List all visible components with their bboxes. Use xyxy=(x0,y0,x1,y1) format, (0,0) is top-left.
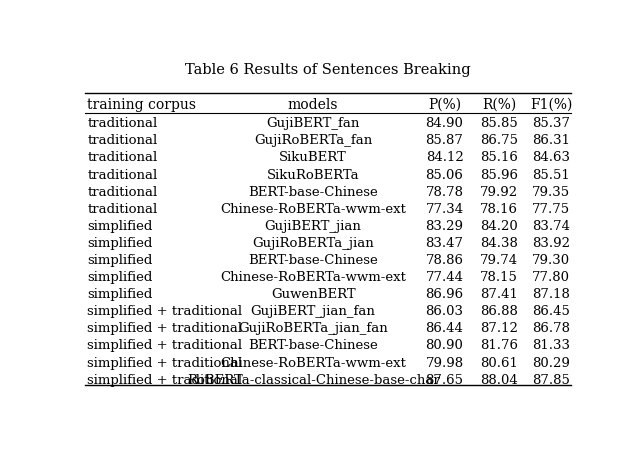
Text: 85.16: 85.16 xyxy=(480,151,518,164)
Text: 86.88: 86.88 xyxy=(480,305,518,318)
Text: 81.33: 81.33 xyxy=(532,339,570,352)
Text: simplified: simplified xyxy=(88,220,153,233)
Text: traditional: traditional xyxy=(88,151,157,164)
Text: 83.47: 83.47 xyxy=(426,237,463,250)
Text: 83.29: 83.29 xyxy=(426,220,463,233)
Text: simplified + traditional: simplified + traditional xyxy=(88,305,243,318)
Text: 85.37: 85.37 xyxy=(532,117,570,130)
Text: GujiBERT_jian_fan: GujiBERT_jian_fan xyxy=(251,305,376,318)
Text: 79.74: 79.74 xyxy=(480,254,518,267)
Text: 77.34: 77.34 xyxy=(426,202,463,216)
Text: 86.44: 86.44 xyxy=(426,323,463,335)
Text: SikuBERT: SikuBERT xyxy=(279,151,347,164)
Text: traditional: traditional xyxy=(88,186,157,198)
Text: 80.29: 80.29 xyxy=(532,357,570,370)
Text: 88.04: 88.04 xyxy=(480,374,518,386)
Text: 84.20: 84.20 xyxy=(480,220,518,233)
Text: Chinese-RoBERTa-wwm-ext: Chinese-RoBERTa-wwm-ext xyxy=(220,357,406,370)
Text: 79.98: 79.98 xyxy=(426,357,463,370)
Text: 85.87: 85.87 xyxy=(426,135,463,147)
Text: 83.74: 83.74 xyxy=(532,220,570,233)
Text: RoBERTa-classical-Chinese-base-char: RoBERTa-classical-Chinese-base-char xyxy=(187,374,440,386)
Text: 87.41: 87.41 xyxy=(480,288,518,301)
Text: 86.78: 86.78 xyxy=(532,323,570,335)
Text: 87.65: 87.65 xyxy=(426,374,463,386)
Text: GujiRoBERTa_jian_fan: GujiRoBERTa_jian_fan xyxy=(238,323,388,335)
Text: 78.78: 78.78 xyxy=(426,186,463,198)
Text: 86.96: 86.96 xyxy=(426,288,463,301)
Text: 86.45: 86.45 xyxy=(532,305,570,318)
Text: 87.18: 87.18 xyxy=(532,288,570,301)
Text: 83.92: 83.92 xyxy=(532,237,570,250)
Text: 84.38: 84.38 xyxy=(480,237,518,250)
Text: Chinese-RoBERTa-wwm-ext: Chinese-RoBERTa-wwm-ext xyxy=(220,271,406,284)
Text: 86.75: 86.75 xyxy=(480,135,518,147)
Text: traditional: traditional xyxy=(88,169,157,182)
Text: simplified + traditional: simplified + traditional xyxy=(88,323,243,335)
Text: GujiBERT_jian: GujiBERT_jian xyxy=(265,220,362,233)
Text: 78.15: 78.15 xyxy=(480,271,518,284)
Text: simplified: simplified xyxy=(88,254,153,267)
Text: 77.44: 77.44 xyxy=(426,271,463,284)
Text: traditional: traditional xyxy=(88,117,157,130)
Text: 80.61: 80.61 xyxy=(480,357,518,370)
Text: simplified: simplified xyxy=(88,237,153,250)
Text: BERT-base-Chinese: BERT-base-Chinese xyxy=(248,254,378,267)
Text: simplified: simplified xyxy=(88,288,153,301)
Text: 79.30: 79.30 xyxy=(532,254,570,267)
Text: 84.63: 84.63 xyxy=(532,151,570,164)
Text: 78.86: 78.86 xyxy=(426,254,463,267)
Text: 77.80: 77.80 xyxy=(532,271,570,284)
Text: 84.12: 84.12 xyxy=(426,151,463,164)
Text: GujiBERT_fan: GujiBERT_fan xyxy=(266,117,360,130)
Text: 85.85: 85.85 xyxy=(480,117,518,130)
Text: GuwenBERT: GuwenBERT xyxy=(271,288,355,301)
Text: simplified + traditional: simplified + traditional xyxy=(88,339,243,352)
Text: 87.85: 87.85 xyxy=(532,374,570,386)
Text: GujiRoBERTa_jian: GujiRoBERTa_jian xyxy=(252,237,374,250)
Text: 77.75: 77.75 xyxy=(532,202,570,216)
Text: 86.03: 86.03 xyxy=(426,305,463,318)
Text: SikuRoBERTa: SikuRoBERTa xyxy=(267,169,360,182)
Text: 79.92: 79.92 xyxy=(480,186,518,198)
Text: 85.96: 85.96 xyxy=(480,169,518,182)
Text: 86.31: 86.31 xyxy=(532,135,570,147)
Text: models: models xyxy=(288,98,339,112)
Text: 79.35: 79.35 xyxy=(532,186,570,198)
Text: 85.06: 85.06 xyxy=(426,169,463,182)
Text: BERT-base-Chinese: BERT-base-Chinese xyxy=(248,186,378,198)
Text: simplified: simplified xyxy=(88,271,153,284)
Text: 85.51: 85.51 xyxy=(532,169,570,182)
Text: F1(%): F1(%) xyxy=(530,98,572,112)
Text: simplified + traditional: simplified + traditional xyxy=(88,374,243,386)
Text: Table 6 Results of Sentences Breaking: Table 6 Results of Sentences Breaking xyxy=(185,63,471,77)
Text: GujiRoBERTa_fan: GujiRoBERTa_fan xyxy=(254,135,372,147)
Text: traditional: traditional xyxy=(88,135,157,147)
Text: 80.90: 80.90 xyxy=(426,339,463,352)
Text: BERT-base-Chinese: BERT-base-Chinese xyxy=(248,339,378,352)
Text: 87.12: 87.12 xyxy=(480,323,518,335)
Text: 84.90: 84.90 xyxy=(426,117,463,130)
Text: 78.16: 78.16 xyxy=(480,202,518,216)
Text: R(%): R(%) xyxy=(482,98,516,112)
Text: traditional: traditional xyxy=(88,202,157,216)
Text: 81.76: 81.76 xyxy=(480,339,518,352)
Text: Chinese-RoBERTa-wwm-ext: Chinese-RoBERTa-wwm-ext xyxy=(220,202,406,216)
Text: simplified + traditional: simplified + traditional xyxy=(88,357,243,370)
Text: training corpus: training corpus xyxy=(88,98,196,112)
Text: P(%): P(%) xyxy=(428,98,461,112)
